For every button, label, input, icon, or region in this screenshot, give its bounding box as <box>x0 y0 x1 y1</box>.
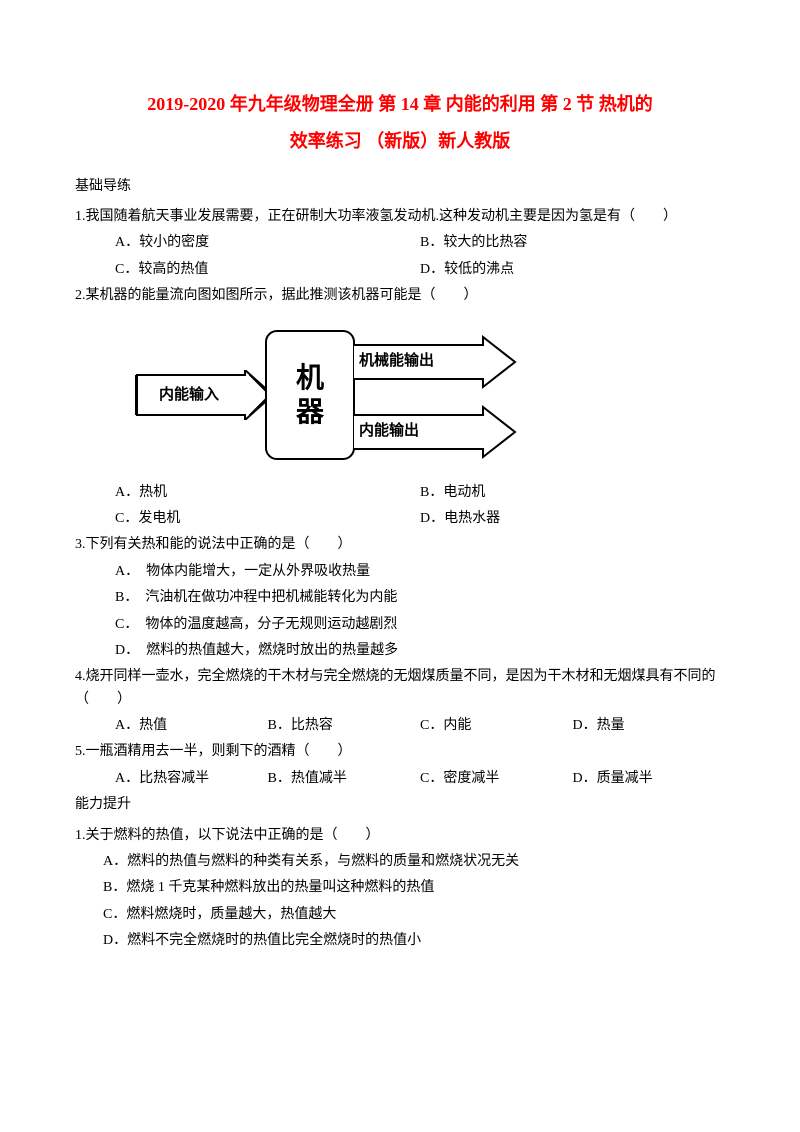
machine-label: 机 器 <box>296 361 324 428</box>
q5-optB: B．热值减半 <box>268 768 421 790</box>
q3-optB: B． 汽油机在做功冲程中把机械能转化为内能 <box>115 587 725 609</box>
p1-optA: A．燃料的热值与燃料的种类有关系，与燃料的质量和燃烧状况无关 <box>103 851 725 873</box>
p1-optC: C．燃料燃烧时，质量越大，热值越大 <box>103 904 725 926</box>
title-line2: 效率练习 （新版）新人教版 <box>75 127 725 156</box>
q2-optD: D．电热水器 <box>420 508 725 530</box>
q2-optC: C．发电机 <box>115 508 420 530</box>
p1-optB: B．燃烧 1 千克某种燃料放出的热量叫这种燃料的热值 <box>103 877 725 899</box>
q5-optD: D．质量减半 <box>573 768 726 790</box>
title-line1: 2019-2020 年九年级物理全册 第 14 章 内能的利用 第 2 节 热机… <box>75 90 725 119</box>
q1-optC: C．较高的热值 <box>115 259 420 281</box>
q4-optC: C．内能 <box>420 715 573 737</box>
q5-optC: C．密度减半 <box>420 768 573 790</box>
q1-text: 1.我国随着航天事业发展需要，正在研制大功率液氢发动机.这种发动机主要是因为氢是… <box>75 206 725 228</box>
q2-text: 2.某机器的能量流向图如图所示，据此推测该机器可能是（ ） <box>75 285 725 307</box>
section-basic-header: 基础导练 <box>75 176 725 198</box>
q3-optC: C． 物体的温度越高，分子无规则运动越剧烈 <box>115 614 725 636</box>
input-arrow: 内能输入 <box>135 375 265 415</box>
q5-optA: A．比热容减半 <box>115 768 268 790</box>
output-arrow-bottom: 内能输出 <box>353 405 513 455</box>
section-advanced-header: 能力提升 <box>75 794 725 816</box>
question-1: 1.我国随着航天事业发展需要，正在研制大功率液氢发动机.这种发动机主要是因为氢是… <box>75 206 725 281</box>
q2-optA: A．热机 <box>115 482 420 504</box>
q1-optD: D．较低的沸点 <box>420 259 725 281</box>
p1-optD: D．燃料不完全燃烧时的热值比完全燃烧时的热值小 <box>103 930 725 952</box>
question-5: 5.一瓶酒精用去一半，则剩下的酒精（ ） A．比热容减半 B．热值减半 C．密度… <box>75 741 725 790</box>
q5-text: 5.一瓶酒精用去一半，则剩下的酒精（ ） <box>75 741 725 763</box>
q4-optD: D．热量 <box>573 715 726 737</box>
p1-text: 1.关于燃料的热值，以下说法中正确的是（ ） <box>75 825 725 847</box>
energy-flow-diagram: 内能输入 机 器 机械能输出 内能输出 <box>135 320 725 470</box>
machine-box: 机 器 <box>265 330 355 460</box>
question-3: 3.下列有关热和能的说法中正确的是（ ） A． 物体内能增大，一定从外界吸收热量… <box>75 534 725 662</box>
q1-optB: B．较大的比热容 <box>420 232 725 254</box>
q2-optB: B．电动机 <box>420 482 725 504</box>
output2-label: 内能输出 <box>359 419 419 443</box>
output1-label: 机械能输出 <box>359 349 434 373</box>
question-2: 2.某机器的能量流向图如图所示，据此推测该机器可能是（ ） 内能输入 机 器 <box>75 285 725 530</box>
output-arrow-top: 机械能输出 <box>353 335 513 385</box>
q4-optA: A．热值 <box>115 715 268 737</box>
q3-optA: A． 物体内能增大，一定从外界吸收热量 <box>115 561 725 583</box>
q4-optB: B．比热容 <box>268 715 421 737</box>
problem-1: 1.关于燃料的热值，以下说法中正确的是（ ） A．燃料的热值与燃料的种类有关系，… <box>75 825 725 953</box>
question-4: 4.烧开同样一壶水，完全燃烧的干木材与完全燃烧的无烟煤质量不同，是因为干木材和无… <box>75 666 725 737</box>
q3-text: 3.下列有关热和能的说法中正确的是（ ） <box>75 534 725 556</box>
q1-optA: A．较小的密度 <box>115 232 420 254</box>
q4-text: 4.烧开同样一壶水，完全燃烧的干木材与完全燃烧的无烟煤质量不同，是因为干木材和无… <box>75 666 725 711</box>
q3-optD: D． 燃料的热值越大，燃烧时放出的热量越多 <box>115 640 725 662</box>
